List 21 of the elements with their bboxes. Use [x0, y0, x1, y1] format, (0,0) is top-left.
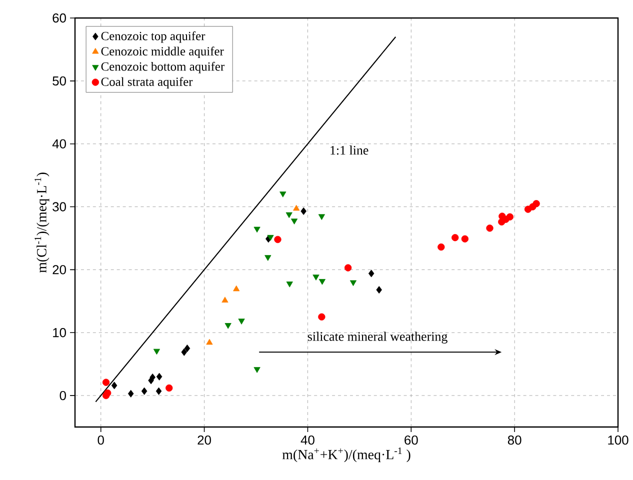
legend-label: Cenozoic top aquifer — [101, 31, 206, 43]
annotation: silicate mineral weathering — [308, 332, 448, 344]
y-tick-label: 20 — [52, 265, 66, 274]
x-tick-label: 40 — [300, 436, 314, 445]
x-tick-label: 20 — [198, 436, 211, 445]
y-tick-label: 30 — [52, 202, 66, 212]
x-axis-title: m(Na$^{+}$+K$^{+}$)/(meq·L$^{-1}$ ) — [282, 448, 410, 462]
x-tick-label: 100 — [608, 436, 628, 445]
annotation: 1:1 line — [330, 146, 368, 155]
legend-label: Coal strata aquifer — [101, 77, 193, 89]
legend-label: Cenozoic bottom aquifer — [101, 62, 224, 74]
y-axis-title: m(Cl$^{-1}$)/(meq·L$^{-1}$) — [34, 172, 50, 273]
y-tick-label: 40 — [52, 139, 66, 148]
legend-label: Cenozoic middle aquifer — [101, 46, 224, 58]
x-tick-label: 80 — [508, 436, 522, 445]
y-tick-label: 60 — [52, 13, 66, 23]
x-tick-label: 0 — [98, 436, 104, 445]
y-tick-label: 0 — [60, 390, 66, 400]
y-tick-label: 10 — [53, 328, 66, 338]
y-tick-label: 50 — [52, 76, 66, 86]
x-tick-label: 60 — [404, 436, 418, 445]
